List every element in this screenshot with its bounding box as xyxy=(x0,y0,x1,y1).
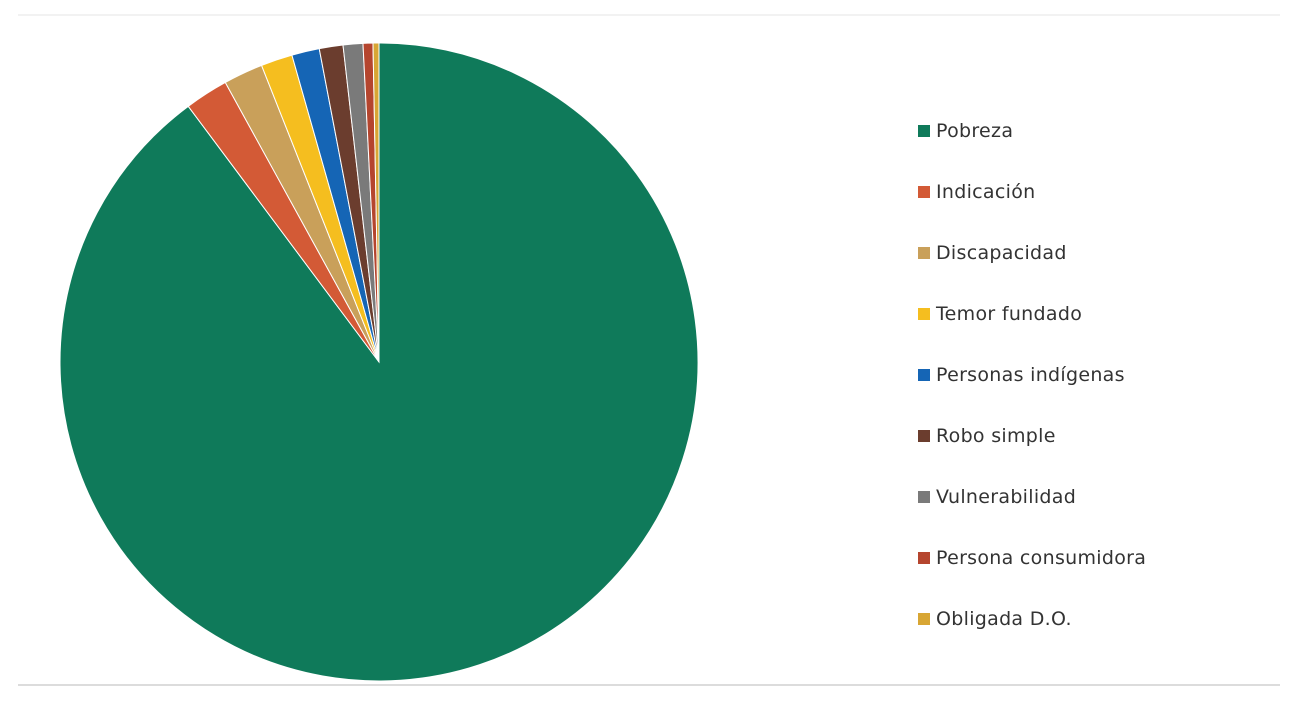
legend-swatch xyxy=(918,124,930,137)
pie-slice-8 xyxy=(372,42,380,363)
legend-item-7: Persona consumidora xyxy=(918,527,1146,588)
legend-item-8: Obligada D.O. xyxy=(918,588,1146,649)
legend-swatch xyxy=(918,246,930,259)
legend-swatch xyxy=(918,307,930,320)
legend-swatch xyxy=(918,429,930,442)
legend-item-3: Temor fundado xyxy=(918,283,1146,344)
legend-item-5: Robo simple xyxy=(918,405,1146,466)
legend-label: Obligada D.O. xyxy=(936,607,1072,630)
legend-label: Robo simple xyxy=(936,424,1056,447)
legend-swatch xyxy=(918,368,930,381)
legend-label: Pobreza xyxy=(936,119,1014,142)
chart-legend: Pobreza Indicación Discapacidad Temor funda… xyxy=(918,100,1146,649)
legend-item-6: Vulnerabilidad xyxy=(918,466,1146,527)
legend-label: Personas indígenas xyxy=(936,363,1125,386)
legend-label: Indicación xyxy=(936,180,1036,203)
legend-label: Persona consumidora xyxy=(936,546,1147,569)
legend-swatch xyxy=(918,551,930,564)
pie-slice-0 xyxy=(59,42,699,682)
legend-swatch xyxy=(918,185,930,198)
legend-item-4: Personas indígenas xyxy=(918,344,1146,405)
legend-label: Temor fundado xyxy=(936,302,1083,325)
legend-item-1: Indicación xyxy=(918,161,1146,222)
legend-item-0: Pobreza xyxy=(918,100,1146,161)
legend-label: Vulnerabilidad xyxy=(936,485,1077,508)
legend-item-2: Discapacidad xyxy=(918,222,1146,283)
legend-label: Discapacidad xyxy=(936,241,1067,264)
legend-swatch xyxy=(918,612,930,625)
legend-swatch xyxy=(918,490,930,503)
